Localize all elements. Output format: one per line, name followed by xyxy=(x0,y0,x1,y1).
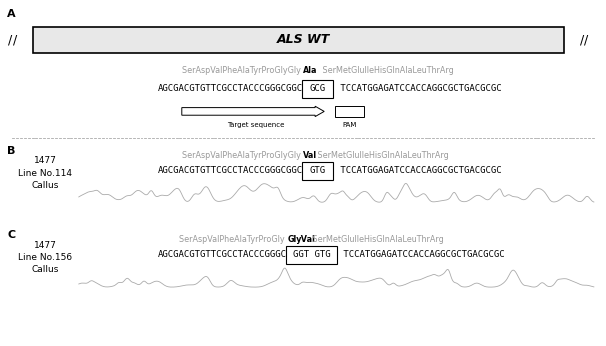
FancyBboxPatch shape xyxy=(302,80,333,98)
Text: Target sequence: Target sequence xyxy=(227,122,285,128)
Text: /: / xyxy=(13,33,17,46)
Text: Gly: Gly xyxy=(287,235,302,244)
Text: C: C xyxy=(7,230,15,240)
Text: SerAspValPheAlaTyrProGly: SerAspValPheAlaTyrProGly xyxy=(179,235,287,244)
Text: SerMetGluIleHisGlnAlaLeuThrArg: SerMetGluIleHisGlnAlaLeuThrArg xyxy=(320,66,454,75)
Text: TCCATGGAGATCCACCAGGCGCTGACGCGC: TCCATGGAGATCCACCAGGCGCTGACGCGC xyxy=(335,166,501,175)
Text: Callus: Callus xyxy=(32,181,59,190)
Text: Line No.156: Line No.156 xyxy=(18,253,73,262)
Bar xyxy=(33,27,564,53)
Text: AGCGACGTGTTCGCCTACCCGGGCGGC: AGCGACGTGTTCGCCTACCCGGGCGGC xyxy=(158,166,303,175)
Text: 1477: 1477 xyxy=(34,156,57,165)
Text: B: B xyxy=(7,146,16,156)
Text: AGCGACGTGTTCGCCTACCCGGGC: AGCGACGTGTTCGCCTACCCGGGC xyxy=(158,250,287,259)
Text: /: / xyxy=(580,33,584,46)
FancyBboxPatch shape xyxy=(335,106,364,117)
Text: SerMetGluIleHisGlnAlaLeuThrArg: SerMetGluIleHisGlnAlaLeuThrArg xyxy=(315,151,449,160)
Text: GGT GTG: GGT GTG xyxy=(293,250,330,259)
Text: Ala: Ala xyxy=(303,66,318,75)
FancyBboxPatch shape xyxy=(302,162,333,180)
Text: SerAspValPheAlaTyrProGlyGly: SerAspValPheAlaTyrProGlyGly xyxy=(182,66,303,75)
Text: ALS WT: ALS WT xyxy=(276,33,330,46)
Text: SerAspValPheAlaTyrProGlyGly: SerAspValPheAlaTyrProGlyGly xyxy=(182,151,303,160)
Text: SerMetGluIleHisGlnAlaLeuThrArg: SerMetGluIleHisGlnAlaLeuThrArg xyxy=(310,235,444,244)
Text: GCG: GCG xyxy=(310,84,325,93)
Text: /: / xyxy=(584,33,588,46)
Text: GTG: GTG xyxy=(310,166,325,175)
Text: 1477: 1477 xyxy=(34,241,57,250)
Text: Line No.114: Line No.114 xyxy=(18,169,73,177)
Text: PAM: PAM xyxy=(342,122,357,128)
Text: A: A xyxy=(7,9,16,19)
FancyBboxPatch shape xyxy=(286,246,337,264)
Text: TCCATGGAGATCCACCAGGCGCTGACGCGC: TCCATGGAGATCCACCAGGCGCTGACGCGC xyxy=(338,250,505,259)
Text: /: / xyxy=(8,33,13,46)
Text: Val: Val xyxy=(303,151,317,160)
FancyArrow shape xyxy=(182,106,324,117)
Text: Val: Val xyxy=(298,235,315,244)
Text: Callus: Callus xyxy=(32,265,59,274)
Text: AGCGACGTGTTCGCCTACCCGGGCGGC: AGCGACGTGTTCGCCTACCCGGGCGGC xyxy=(158,84,303,93)
Text: TCCATGGAGATCCACCAGGCGCTGACGCGC: TCCATGGAGATCCACCAGGCGCTGACGCGC xyxy=(335,84,501,93)
